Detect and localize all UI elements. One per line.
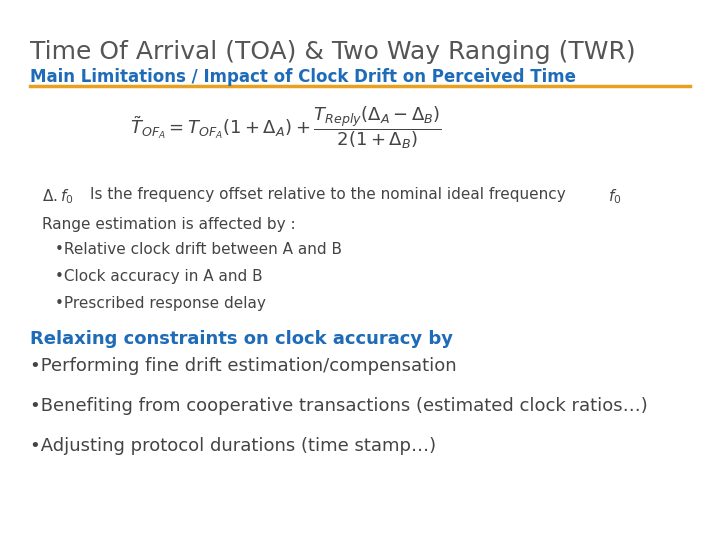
Text: $\tilde{T}_{OF_A} = T_{OF_A}(1+\Delta_A)+\dfrac{T_{Reply}(\Delta_A - \Delta_B)}{: $\tilde{T}_{OF_A} = T_{OF_A}(1+\Delta_A)… [130,105,442,151]
Text: Main Limitations / Impact of Clock Drift on Perceived Time: Main Limitations / Impact of Clock Drift… [30,68,576,86]
Text: $f_0$: $f_0$ [608,187,621,206]
Text: Range estimation is affected by :: Range estimation is affected by : [42,217,296,232]
Text: $\Delta.f_0$: $\Delta.f_0$ [42,187,73,206]
Text: •Clock accuracy in A and B: •Clock accuracy in A and B [55,269,263,284]
Text: Relaxing constraints on clock accuracy by: Relaxing constraints on clock accuracy b… [30,330,453,348]
Text: •Relative clock drift between A and B: •Relative clock drift between A and B [55,242,342,257]
Text: Time Of Arrival (TOA) & Two Way Ranging (TWR): Time Of Arrival (TOA) & Two Way Ranging … [30,40,636,64]
Text: •Performing fine drift estimation/compensation: •Performing fine drift estimation/compen… [30,357,456,375]
Text: •Benefiting from cooperative transactions (estimated clock ratios…): •Benefiting from cooperative transaction… [30,397,648,415]
Text: Is the frequency offset relative to the nominal ideal frequency: Is the frequency offset relative to the … [90,187,566,202]
Text: •Adjusting protocol durations (time stamp…): •Adjusting protocol durations (time stam… [30,437,436,455]
Text: •Prescribed response delay: •Prescribed response delay [55,296,266,311]
